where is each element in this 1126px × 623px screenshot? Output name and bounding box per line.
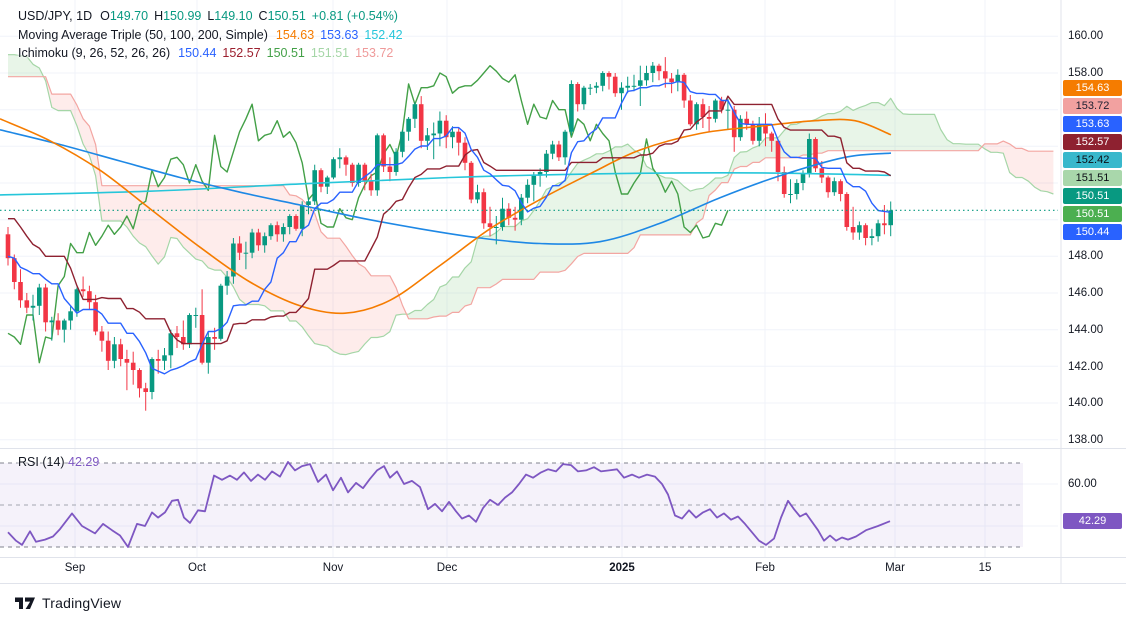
tradingview-logo[interactable]: TradingView [14,595,121,611]
time-label: Mar [885,562,905,574]
price-tick: 148.00 [1068,250,1104,262]
rsi-value: 42.29 [68,455,100,469]
price-badge: 150.44 [1063,224,1122,240]
rsi-badge: 42.29 [1063,513,1122,529]
price-change: +0.81 (+0.54%) [311,9,398,23]
ohlc-close: C150.51 [258,9,306,23]
legend-row-ichimoku[interactable]: Ichimoku (9, 26, 52, 26, 26) 150.44 152.57… [18,44,409,63]
tradingview-logo-icon [15,597,35,609]
symbol-title: USD/JPY, 1D [18,9,93,23]
price-tick: 142.00 [1068,361,1104,373]
ohlc-low: L149.10 [207,9,253,23]
time-label: Sep [64,562,86,574]
price-axis[interactable]: 160.00 158.00 148.00 146.00 144.00 142.00 140.… [1062,0,1126,583]
tradingview-logo-text: TradingView [42,595,122,611]
plot-layers [0,0,1058,557]
ichimoku-value: 151.51 [310,46,350,60]
price-tick: 138.00 [1068,434,1104,446]
price-badge: 153.72 [1063,98,1122,114]
price-badge: 153.63 [1063,116,1122,132]
ichimoku-value: 150.44 [178,46,217,60]
ichimoku-value: 153.72 [355,46,394,60]
price-tick: 146.00 [1068,287,1104,299]
rsi-legend[interactable]: RSI (14) 42.29 [18,455,99,469]
ma-triple-label: Moving Average Triple (50, 100, 200, Sim… [18,27,268,42]
legend-row-ma-triple[interactable]: Moving Average Triple (50, 100, 200, Sim… [18,26,409,45]
time-axis[interactable]: Sep Oct Nov Dec 2025 Feb Mar 15 [0,557,1061,583]
price-tick: 144.00 [1068,324,1104,336]
price-badge: 152.42 [1063,152,1122,168]
time-label: Dec [436,562,458,574]
price-tick: 160.00 [1068,30,1104,42]
ichimoku-label: Ichimoku (9, 26, 52, 26, 26) [18,46,171,60]
price-tick: 140.00 [1068,397,1104,409]
ma-value: 152.42 [364,27,403,42]
legend-row-symbol[interactable]: USD/JPY, 1D O149.70 H150.99 L149.10 C150.51 +… [18,7,409,26]
symbol-legend[interactable]: USD/JPY, 1D O149.70 H150.99 L149.10 C150.51 +… [18,7,409,63]
price-tick: 158.00 [1068,67,1104,79]
time-label: Nov [322,562,344,574]
rsi-params: (14) [42,455,65,469]
ichimoku-value: 150.51 [266,46,305,60]
rsi-label: RSI [18,455,39,469]
ohlc-open: O149.70 [100,9,149,23]
time-label: Oct [188,562,206,574]
time-label: 2025 [609,562,635,574]
price-badge: 150.51 [1063,206,1122,222]
ma-value: 154.63 [275,27,315,42]
price-badge: 151.51 [1063,170,1122,186]
price-badge: 154.63 [1063,80,1122,96]
ma-value: 153.63 [320,27,359,42]
rsi-tick: 60.00 [1068,478,1097,490]
time-label: Feb [755,562,775,574]
candles [5,57,893,411]
ohlc-high: H150.99 [154,9,202,23]
ichimoku-value: 152.57 [222,46,261,60]
price-badge: 150.51 [1063,188,1122,204]
price-badge: 152.57 [1063,134,1122,150]
time-label: 15 [978,562,992,574]
